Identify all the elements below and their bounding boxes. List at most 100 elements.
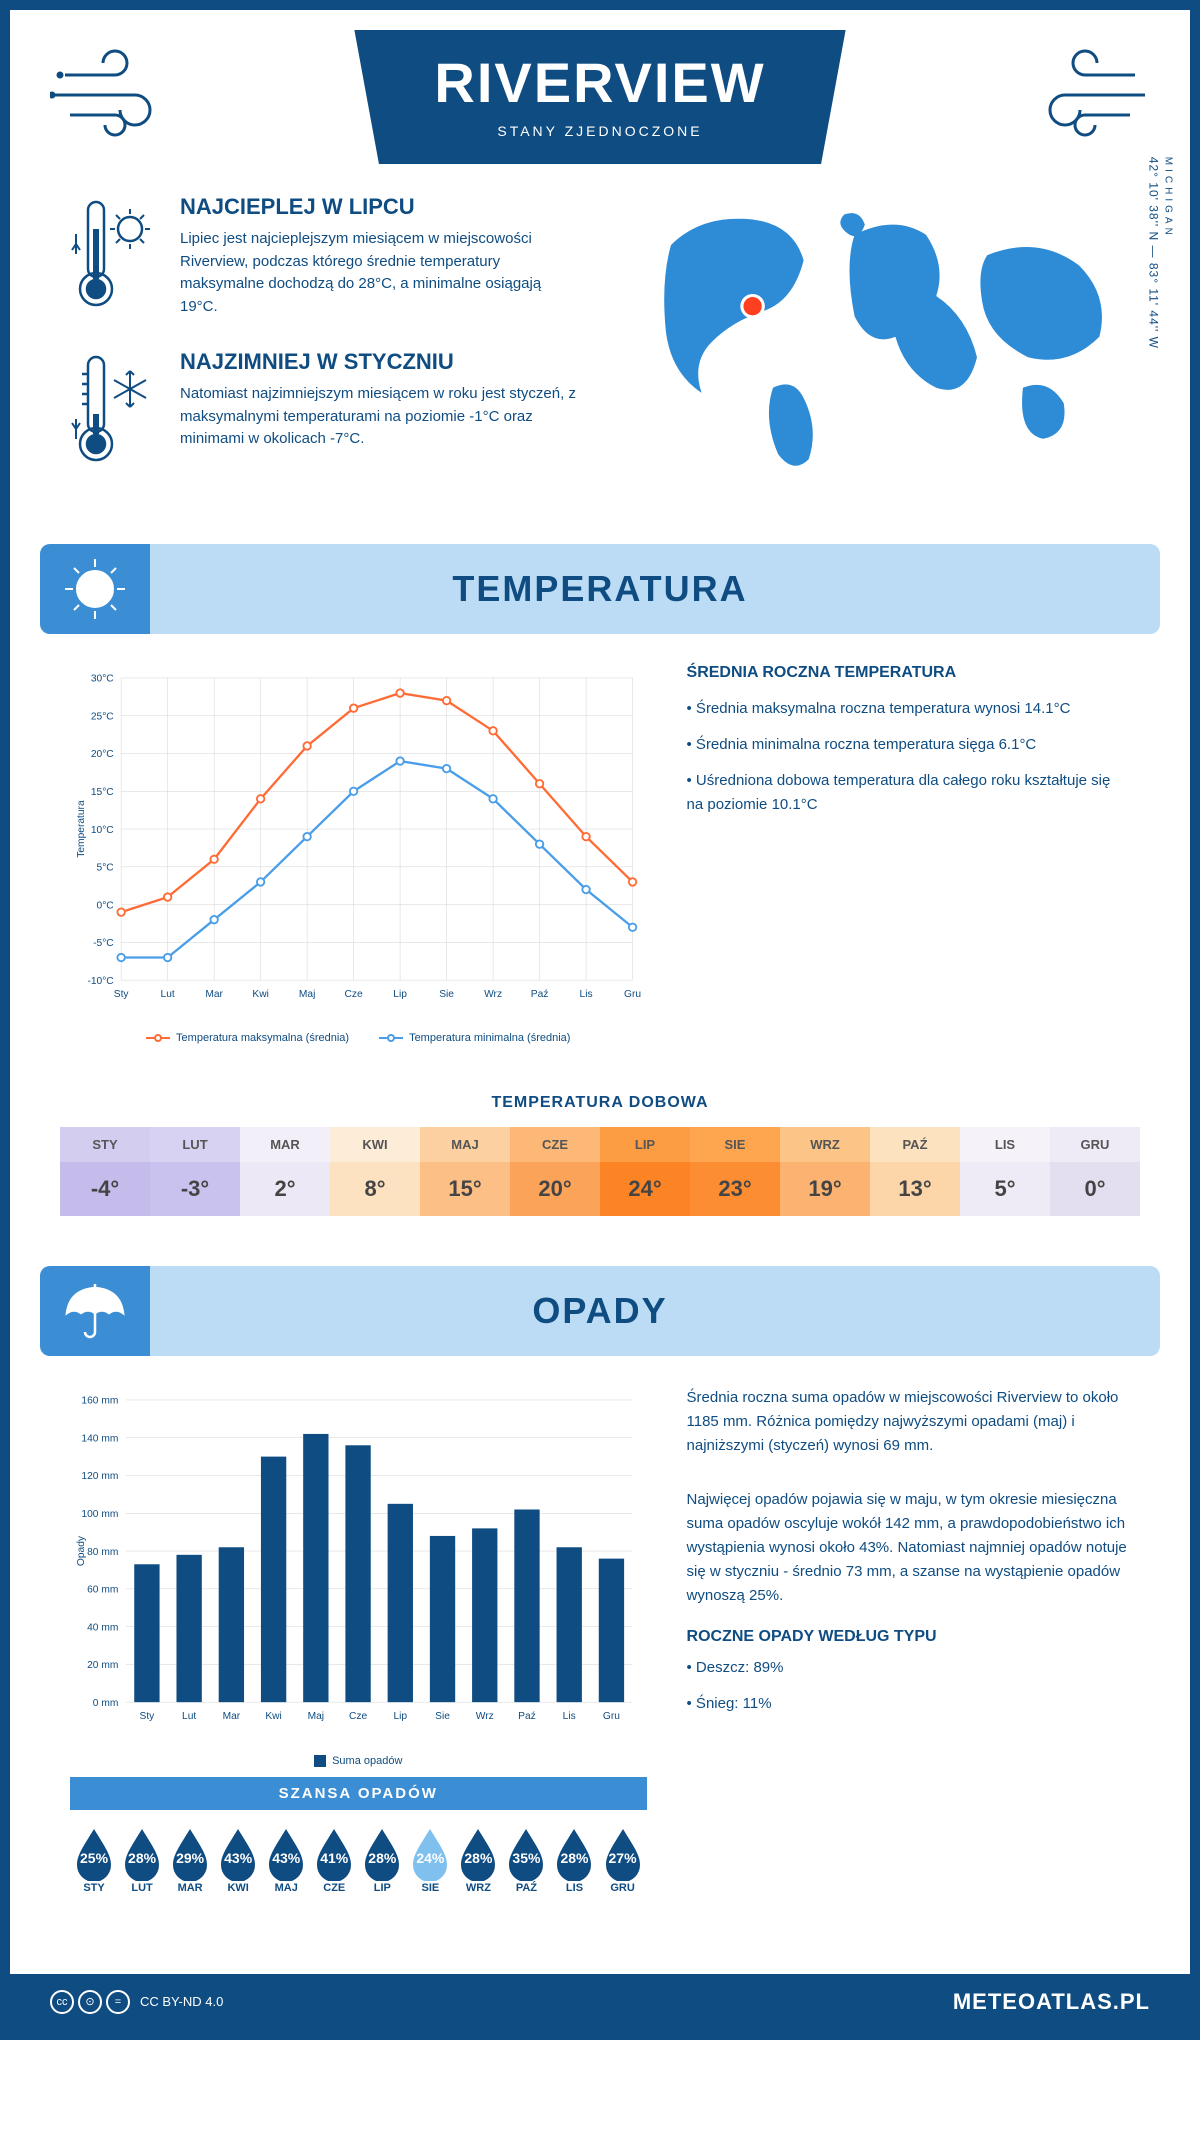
drop-item: 43% MAJ [262, 1825, 310, 1914]
license-text: CC BY-ND 4.0 [140, 1994, 223, 2009]
precipitation-info: Średnia roczna suma opadów w miejscowośc… [687, 1386, 1130, 1923]
svg-text:Wrz: Wrz [476, 1711, 494, 1722]
temperature-section-header: TEMPERATURA [40, 544, 1160, 634]
location-marker-icon [743, 297, 761, 315]
daily-cell: LUT -3° [150, 1127, 240, 1216]
cc-license-icon: cc⊙= [50, 1990, 130, 2014]
svg-text:120 mm: 120 mm [81, 1472, 118, 1483]
svg-text:20 mm: 20 mm [87, 1660, 118, 1671]
sun-icon [40, 544, 150, 634]
temperature-annual-info: ŚREDNIA ROCZNA TEMPERATURA • Średnia mak… [687, 664, 1130, 1044]
svg-text:Maj: Maj [299, 989, 315, 1000]
svg-text:140 mm: 140 mm [81, 1434, 118, 1445]
svg-text:Cze: Cze [345, 989, 363, 1000]
footer: cc⊙= CC BY-ND 4.0 METEOATLAS.PL [10, 1974, 1190, 2030]
warmest-fact: NAJCIEPLEJ W LIPCU Lipiec jest najcieple… [70, 194, 580, 319]
daily-temp-table: STY -4° LUT -3° MAR 2° KWI 8° MAJ 15° CZ… [60, 1127, 1140, 1216]
svg-text:Kwi: Kwi [265, 1711, 281, 1722]
precipitation-bar-chart: 0 mm20 mm40 mm60 mm80 mm100 mm120 mm140 … [70, 1386, 647, 1739]
temperature-line-chart: -10°C-5°C0°C5°C10°C15°C20°C25°C30°CStyLu… [70, 664, 647, 1044]
warmest-title: NAJCIEPLEJ W LIPCU [180, 194, 580, 220]
svg-text:5°C: 5°C [97, 863, 114, 874]
umbrella-icon [40, 1266, 150, 1356]
daily-temp-title: TEMPERATURA DOBOWA [10, 1094, 1190, 1112]
svg-text:Lut: Lut [161, 989, 175, 1000]
site-name: METEOATLAS.PL [953, 1989, 1150, 2015]
header: RIVERVIEW STANY ZJEDNOCZONE [10, 10, 1190, 194]
annual-temp-title: ŚREDNIA ROCZNA TEMPERATURA [687, 664, 1130, 682]
daily-cell: KWI 8° [330, 1127, 420, 1216]
daily-cell: PAŹ 13° [870, 1127, 960, 1216]
precipitation-title: OPADY [150, 1290, 1160, 1332]
wind-icon-right [1020, 45, 1150, 150]
svg-text:Lip: Lip [393, 1711, 407, 1722]
coldest-fact: NAJZIMNIEJ W STYCZNIU Natomiast najzimni… [70, 349, 580, 474]
svg-text:Kwi: Kwi [252, 989, 268, 1000]
daily-cell: LIP 24° [600, 1127, 690, 1216]
map-container: MICHIGAN 42° 10' 38'' N — 83° 11' 44'' W [620, 194, 1130, 504]
drop-item: 29% MAR [166, 1825, 214, 1914]
title-banner: RIVERVIEW STANY ZJEDNOCZONE [354, 30, 845, 164]
thermometer-hot-icon [70, 194, 160, 319]
svg-text:Sty: Sty [140, 1711, 156, 1722]
wind-icon-left [50, 45, 180, 150]
temperature-legend: Temperatura maksymalna (średnia) Tempera… [70, 1032, 647, 1044]
svg-text:0°C: 0°C [97, 900, 114, 911]
precip-type-title: ROCZNE OPADY WEDŁUG TYPU [687, 1628, 1130, 1646]
svg-text:25°C: 25°C [91, 711, 114, 722]
daily-cell: CZE 20° [510, 1127, 600, 1216]
svg-text:Temperatura: Temperatura [76, 800, 87, 858]
svg-text:30°C: 30°C [91, 674, 114, 685]
svg-text:-10°C: -10°C [87, 976, 113, 987]
svg-text:20°C: 20°C [91, 749, 114, 760]
drop-item: 28% LIP [358, 1825, 406, 1914]
svg-text:60 mm: 60 mm [87, 1585, 118, 1596]
drop-item: 28% LUT [118, 1825, 166, 1914]
drop-item: 35% PAŹ [502, 1825, 550, 1914]
svg-text:15°C: 15°C [91, 787, 114, 798]
svg-text:Cze: Cze [349, 1711, 367, 1722]
warmest-text: Lipiec jest najcieplejszym miesiącem w m… [180, 228, 580, 318]
svg-text:Opady: Opady [76, 1535, 87, 1566]
svg-text:Lut: Lut [182, 1711, 196, 1722]
svg-text:Paź: Paź [518, 1711, 536, 1722]
drop-item: 25% STY [70, 1825, 118, 1914]
country-subtitle: STANY ZJEDNOCZONE [434, 123, 765, 139]
svg-text:40 mm: 40 mm [87, 1623, 118, 1634]
drop-item: 28% WRZ [454, 1825, 502, 1914]
daily-cell: STY -4° [60, 1127, 150, 1216]
coldest-text: Natomiast najzimniejszym miesiącem w rok… [180, 383, 580, 451]
svg-text:Lis: Lis [563, 1711, 576, 1722]
precip-chance-title: SZANSA OPADÓW [70, 1777, 647, 1810]
drop-item: 28% LIS [550, 1825, 598, 1914]
svg-text:0 mm: 0 mm [93, 1698, 119, 1709]
daily-cell: SIE 23° [690, 1127, 780, 1216]
svg-text:Gru: Gru [603, 1711, 620, 1722]
world-map-icon [620, 194, 1130, 480]
svg-text:Lip: Lip [393, 989, 407, 1000]
coldest-title: NAJZIMNIEJ W STYCZNIU [180, 349, 580, 375]
daily-cell: WRZ 19° [780, 1127, 870, 1216]
infographic-container: RIVERVIEW STANY ZJEDNOCZONE [0, 0, 1200, 2040]
precipitation-legend: Suma opadów [70, 1755, 647, 1767]
drop-item: 41% CZE [310, 1825, 358, 1914]
thermometer-cold-icon [70, 349, 160, 474]
svg-text:Paź: Paź [531, 989, 549, 1000]
svg-text:10°C: 10°C [91, 825, 114, 836]
city-title: RIVERVIEW [434, 50, 765, 115]
daily-cell: LIS 5° [960, 1127, 1050, 1216]
daily-cell: MAR 2° [240, 1127, 330, 1216]
daily-cell: GRU 0° [1050, 1127, 1140, 1216]
svg-text:Mar: Mar [205, 989, 223, 1000]
coordinates-label: MICHIGAN 42° 10' 38'' N — 83° 11' 44'' W [1147, 157, 1174, 349]
svg-text:Maj: Maj [308, 1711, 324, 1722]
drop-item: 24% SIE [406, 1825, 454, 1914]
precipitation-section-header: OPADY [40, 1266, 1160, 1356]
svg-text:160 mm: 160 mm [81, 1396, 118, 1407]
precip-chance-drops: 25% STY 28% LUT 29% MAR 43% KWI 43% MAJ … [70, 1825, 647, 1914]
svg-text:Lis: Lis [580, 989, 593, 1000]
svg-text:Sie: Sie [439, 989, 454, 1000]
drop-item: 43% KWI [214, 1825, 262, 1914]
drop-item: 27% GRU [599, 1825, 647, 1914]
intro-section: NAJCIEPLEJ W LIPCU Lipiec jest najcieple… [10, 194, 1190, 544]
